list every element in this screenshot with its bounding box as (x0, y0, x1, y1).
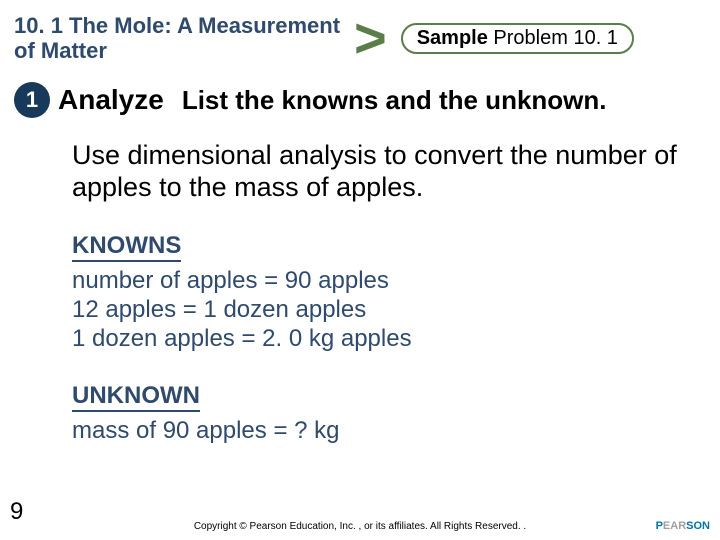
slide: 10. 1 The Mole: A Measure­ment of Matter… (0, 0, 720, 540)
chevron-icon: > (354, 10, 387, 66)
knowns-heading: KNOWNS (72, 232, 181, 262)
unknown-line: mass of 90 apples = ? kg (72, 416, 680, 445)
step-row: 1 Analyze List the knowns and the unknow… (14, 82, 706, 118)
sample-rest: Problem 10. 1 (488, 27, 618, 49)
step-number-circle: 1 (14, 82, 50, 118)
known-line: 1 dozen apples = 2. 0 kg apples (72, 324, 680, 353)
body: Use dimensional analysis to convert the … (72, 140, 680, 445)
unknown-heading: UNKNOWN (72, 382, 200, 412)
knowns-lines: number of apples = 90 apples 12 apples =… (72, 266, 680, 354)
unknown-lines: mass of 90 apples = ? kg (72, 416, 680, 445)
body-paragraph: Use dimensional analysis to convert the … (72, 140, 680, 204)
header: 10. 1 The Mole: A Measure­ment of Matter… (14, 10, 706, 66)
known-line: number of apples = 90 apples (72, 266, 680, 295)
sample-bold: Sample (417, 27, 488, 49)
sample-problem-badge: Sample Problem 10. 1 (401, 23, 634, 54)
section-title: 10. 1 The Mole: A Measure­ment of Matter (14, 13, 344, 64)
step-instruction: List the knowns and the unknown. (182, 85, 607, 116)
copyright-footer: Copyright © Pearson Education, Inc. , or… (0, 521, 720, 532)
step-label: Analyze (58, 84, 164, 116)
pearson-logo: PEARSON (656, 520, 710, 532)
known-line: 12 apples = 1 dozen apples (72, 295, 680, 324)
